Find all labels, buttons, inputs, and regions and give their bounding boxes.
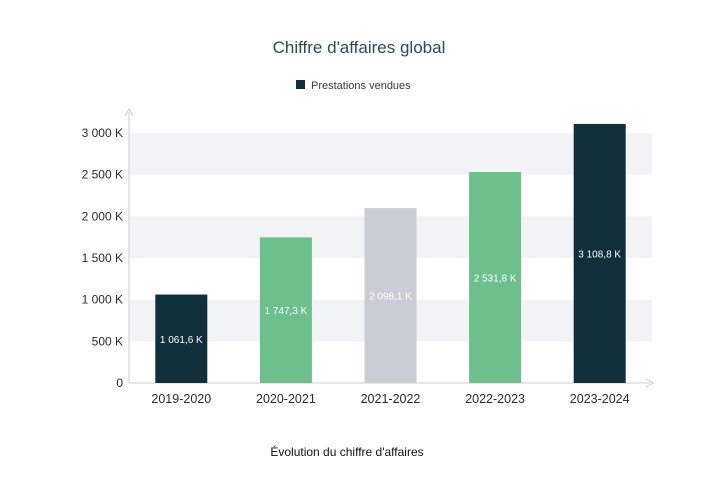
bars: 1 061,6 K 1 747,3 K 2 098,1 K 2 531,8 K 3 10… <box>155 123 626 383</box>
legend-label: Prestations vendues <box>311 80 411 92</box>
bar <box>573 123 626 383</box>
y-tick-label: 1 500 K <box>82 251 123 265</box>
bar-data-label: 1 747,3 K <box>264 306 307 317</box>
y-tick-label: 500 K <box>92 334 123 348</box>
bar-data-label: 3 108,8 K <box>578 249 621 260</box>
x-tick-label: 2023-2024 <box>570 392 630 406</box>
bar-data-label: 2 098,1 K <box>369 292 412 303</box>
x-tick-label: 2021-2022 <box>361 392 421 406</box>
x-tick-label: 2022-2023 <box>465 392 525 406</box>
x-axis-arrow <box>645 378 655 388</box>
bar-data-label: 1 061,6 K <box>160 335 203 346</box>
x-tick-label: 2019-2020 <box>151 392 211 406</box>
legend-swatch <box>296 80 305 89</box>
y-tick-label: 1 000 K <box>82 293 123 307</box>
x-tick-label: 2020-2021 <box>256 392 316 406</box>
figure-caption: Évolution du chiffre d'affaires <box>270 444 423 459</box>
bar <box>364 208 417 383</box>
y-axis-arrow <box>124 107 134 117</box>
bar <box>155 294 208 383</box>
bar <box>259 237 312 383</box>
grid-band <box>129 133 652 175</box>
legend: Prestations vendues <box>296 80 411 92</box>
y-tick-label: 2 500 K <box>82 168 123 182</box>
bar <box>469 172 522 383</box>
y-tick-label: 2 000 K <box>82 209 123 223</box>
y-axis-ticks: 0 500 K 1 000 K 1 500 K 2 000 K 2 500 K 3 000 … <box>82 126 124 390</box>
y-tick-label: 3 000 K <box>82 126 123 140</box>
x-axis-ticks: 2019-2020 2020-2021 2021-2022 2022-2023 2023… <box>151 392 629 406</box>
bar-data-label: 2 531,8 K <box>474 274 517 285</box>
chart-title: Chiffre d'affaires global <box>273 38 446 57</box>
y-tick-label: 0 <box>116 376 123 390</box>
